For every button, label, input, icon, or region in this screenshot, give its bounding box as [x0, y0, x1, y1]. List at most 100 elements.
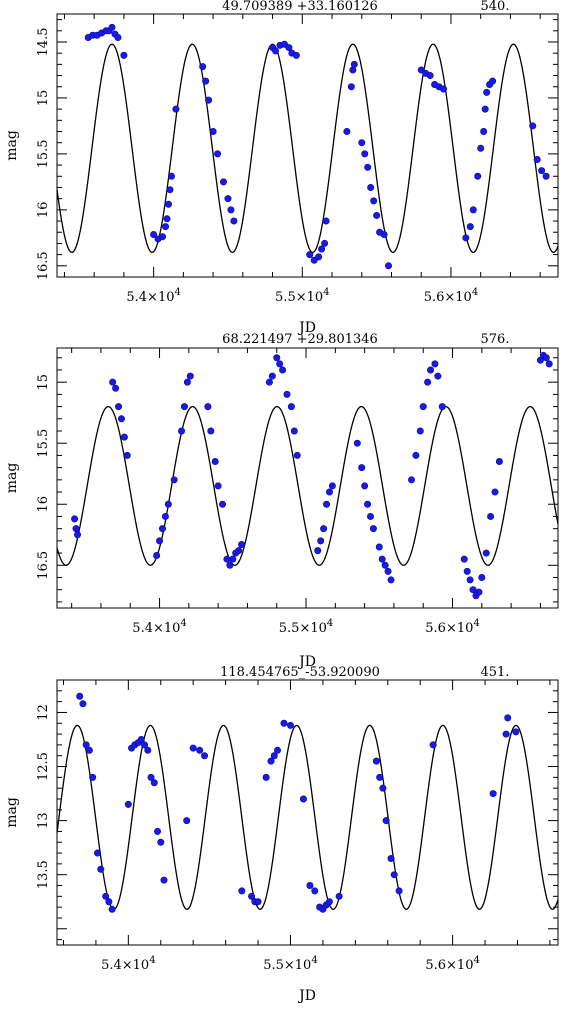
y-axis-label: mag — [4, 463, 20, 494]
data-point — [364, 163, 372, 171]
data-point — [124, 800, 132, 808]
data-point — [372, 757, 380, 765]
data-point — [469, 586, 477, 594]
data-point — [205, 96, 213, 104]
data-point — [183, 817, 191, 825]
data-point — [378, 555, 386, 563]
period-label: 451. — [481, 665, 510, 680]
data-point — [347, 83, 355, 91]
data-point — [267, 757, 275, 765]
data-point — [189, 744, 197, 752]
data-point — [167, 172, 175, 180]
data-point — [235, 547, 243, 555]
data-point — [89, 773, 97, 781]
y-tick-label: 15.5 — [36, 139, 51, 168]
data-point — [427, 366, 435, 374]
data-point — [542, 354, 550, 362]
data-point — [429, 741, 437, 749]
data-point — [108, 23, 116, 31]
data-point — [280, 719, 288, 727]
data-point — [112, 384, 120, 392]
data-point — [286, 721, 294, 729]
data-point — [204, 403, 212, 411]
x-tick-label: 5.6×104 — [425, 618, 479, 636]
data-point — [199, 63, 207, 71]
data-point — [196, 746, 204, 754]
y-axis-label: mag — [4, 130, 20, 161]
data-point — [373, 211, 381, 219]
data-point — [328, 482, 336, 490]
data-point — [105, 898, 113, 906]
data-point — [382, 817, 390, 825]
data-point — [120, 51, 128, 59]
data-point — [367, 183, 375, 191]
data-point — [153, 552, 161, 560]
data-point — [79, 700, 87, 708]
data-point — [462, 234, 470, 242]
data-point — [202, 77, 210, 85]
data-point — [385, 262, 393, 270]
data-point — [366, 512, 374, 520]
data-point — [219, 500, 227, 508]
panel-3: 5.4×104 5.5×104 5.6×104 12 12.5 13 13.5 JD mag 11… — [4, 665, 559, 1004]
y-tick-label: 15 — [36, 90, 51, 107]
data-point — [170, 476, 178, 484]
data-point — [545, 360, 553, 368]
data-point — [512, 728, 520, 736]
data-point — [481, 105, 489, 113]
x-tick-label: 5.5×104 — [275, 287, 329, 305]
data-point — [97, 865, 105, 873]
data-point — [201, 752, 209, 760]
data-point — [223, 555, 231, 563]
y-tick-label: 16.5 — [36, 251, 51, 280]
data-point — [502, 730, 510, 738]
data-point — [299, 795, 307, 803]
data-point — [440, 85, 448, 93]
data-point — [157, 838, 165, 846]
data-point — [248, 892, 256, 900]
data-point — [323, 500, 331, 508]
y-tick-label: 15 — [36, 374, 51, 391]
data-point — [438, 403, 446, 411]
data-point — [268, 372, 276, 380]
data-point — [395, 887, 403, 895]
data-point — [466, 576, 474, 584]
data-point — [164, 500, 172, 508]
data-point — [292, 51, 300, 59]
data-point — [82, 741, 90, 749]
data-point — [424, 378, 432, 386]
model-curve — [57, 405, 558, 566]
data-point — [290, 427, 298, 435]
data-point — [358, 464, 366, 472]
data-point — [482, 549, 490, 557]
data-point — [159, 233, 167, 241]
data-point — [276, 360, 284, 368]
x-tick-label: 5.5×104 — [279, 618, 333, 636]
period-label: 576. — [481, 332, 510, 347]
x-axis-label: JD — [297, 988, 316, 1004]
data-point — [274, 746, 282, 754]
data-point — [364, 500, 372, 508]
data-point — [166, 186, 174, 194]
data-point — [178, 427, 186, 435]
data-point — [220, 178, 228, 186]
data-point — [480, 128, 488, 136]
data-point — [293, 451, 301, 459]
model-curve — [57, 724, 558, 910]
y-tick-label: 12 — [36, 704, 51, 721]
data-point — [369, 525, 377, 533]
data-point — [504, 714, 512, 722]
data-point — [314, 547, 322, 555]
period-label: 540. — [481, 0, 510, 14]
data-point — [489, 790, 497, 798]
data-point — [491, 488, 499, 496]
data-point — [150, 779, 158, 787]
y-tick-label: 12.5 — [36, 752, 51, 781]
data-point — [474, 172, 482, 180]
data-point — [109, 378, 117, 386]
data-point — [542, 172, 550, 180]
data-point — [207, 427, 215, 435]
y-tick-label: 13 — [36, 812, 51, 829]
data-point — [387, 854, 395, 862]
